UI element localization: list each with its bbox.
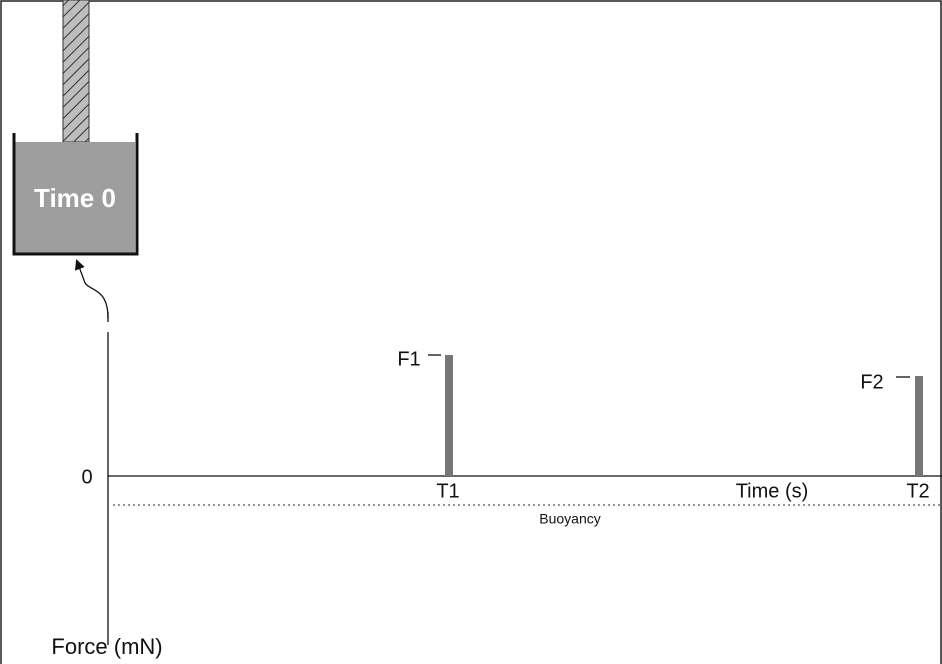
diagram: Time 0 0 F1 F2 T1 T2 Time (s) Buoyancy F…: [0, 0, 942, 664]
frame: [1, 1, 941, 664]
y-axis-label: Force (mN): [51, 634, 162, 659]
time-label: T1: [436, 480, 459, 502]
peak-bar: [445, 355, 453, 476]
arrow: [78, 264, 108, 318]
time-label: T2: [906, 480, 929, 502]
zero-label: 0: [81, 466, 92, 488]
rod: [63, 0, 89, 142]
page: Time 0 0 F1 F2 T1 T2 Time (s) Buoyancy F…: [0, 0, 942, 664]
force-label: F1: [397, 348, 420, 370]
container-label: Time 0: [34, 183, 116, 213]
force-label: F2: [860, 371, 883, 393]
buoyancy-label: Buoyancy: [539, 511, 600, 527]
peak-bar: [915, 376, 923, 476]
x-axis-label: Time (s): [736, 480, 809, 502]
